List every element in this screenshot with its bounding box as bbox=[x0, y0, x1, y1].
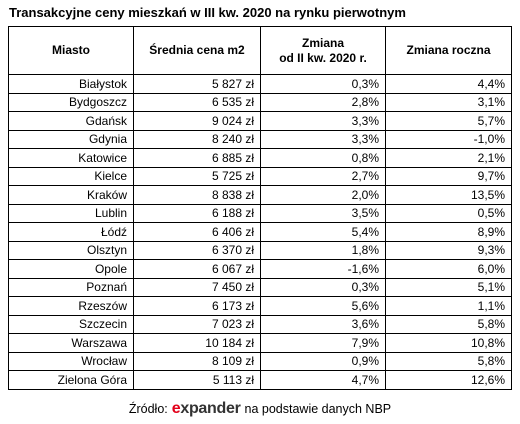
table-cell: 4,4% bbox=[385, 74, 512, 94]
table-cell: 5,6% bbox=[260, 296, 386, 316]
table-cell: Zielona Góra bbox=[8, 370, 134, 390]
source-label: Źródło: bbox=[128, 402, 168, 416]
table-cell: 5,1% bbox=[385, 277, 512, 297]
table-cell: 3,6% bbox=[260, 314, 386, 334]
table-cell: 9,7% bbox=[385, 166, 512, 186]
table-cell: 10,8% bbox=[385, 333, 512, 353]
table-cell: -1,6% bbox=[260, 259, 386, 279]
table-cell: 6 067 zł bbox=[133, 259, 261, 279]
header-cell: Zmiana od II kw. 2020 r. bbox=[260, 26, 386, 75]
table-cell: Olsztyn bbox=[8, 240, 134, 260]
table-cell: 7 023 zł bbox=[133, 314, 261, 334]
table-row: Gdańsk 9 024 zł 3,3% 5,7% bbox=[8, 111, 512, 131]
logo: expander bbox=[171, 400, 241, 417]
table-row: Białystok 5 827 zł 0,3% 4,4% bbox=[8, 74, 512, 94]
table-cell: 4,7% bbox=[260, 370, 386, 390]
table-cell: 6 885 zł bbox=[133, 148, 261, 168]
table-cell: 5,8% bbox=[385, 314, 512, 334]
table-cell: 5 725 zł bbox=[133, 166, 261, 186]
table-cell: 5,4% bbox=[260, 222, 386, 242]
table-header: Miasto Średnia cena m2 Zmiana od II kw. 20… bbox=[8, 26, 512, 75]
table-cell: 7,9% bbox=[260, 333, 386, 353]
table-row: Bydgoszcz 6 535 zł 2,8% 3,1% bbox=[8, 92, 512, 112]
table-cell: 6 535 zł bbox=[133, 92, 261, 112]
table-cell: Rzeszów bbox=[8, 296, 134, 316]
price-table: Miasto Średnia cena m2 Zmiana od II kw. 20… bbox=[8, 26, 512, 390]
table-cell: 2,7% bbox=[260, 166, 386, 186]
table-cell: Lublin bbox=[8, 203, 134, 223]
table-cell: 13,5% bbox=[385, 185, 512, 205]
table-cell: 6 370 zł bbox=[133, 240, 261, 260]
table-cell: 6 406 zł bbox=[133, 222, 261, 242]
table-cell: 12,6% bbox=[385, 370, 512, 390]
table-cell: 0,3% bbox=[260, 74, 386, 94]
table-cell: Warszawa bbox=[8, 333, 134, 353]
table-cell: 2,0% bbox=[260, 185, 386, 205]
table-row: Rzeszów 6 173 zł 5,6% 1,1% bbox=[8, 296, 512, 316]
table-cell: 5,7% bbox=[385, 111, 512, 131]
table-body: Białystok 5 827 zł 0,3% 4,4% Bydgoszcz 6 535 … bbox=[8, 74, 512, 390]
table-cell: 3,3% bbox=[260, 129, 386, 149]
table-cell: Gdańsk bbox=[8, 111, 134, 131]
header-cell: Zmiana roczna bbox=[385, 26, 512, 75]
header-cell: Średnia cena m2 bbox=[133, 26, 261, 75]
header-cell: Miasto bbox=[8, 26, 134, 75]
table-cell: 1,1% bbox=[385, 296, 512, 316]
table-row: Łódź 6 406 zł 5,4% 8,9% bbox=[8, 222, 512, 242]
table-cell: 1,8% bbox=[260, 240, 386, 260]
table-cell: 5 113 zł bbox=[133, 370, 261, 390]
table-cell: 7 450 zł bbox=[133, 277, 261, 297]
table-cell: 0,8% bbox=[260, 148, 386, 168]
table-cell: 5 827 zł bbox=[133, 74, 261, 94]
table-cell: 8,9% bbox=[385, 222, 512, 242]
table-cell: 8 240 zł bbox=[133, 129, 261, 149]
table-cell: 10 184 zł bbox=[133, 333, 261, 353]
table-cell: 8 109 zł bbox=[133, 351, 261, 371]
table-row: Opole 6 067 zł -1,6% 6,0% bbox=[8, 259, 512, 279]
table-cell: 0,9% bbox=[260, 351, 386, 371]
table-cell: 2,8% bbox=[260, 92, 386, 112]
table-row: Kraków 8 838 zł 2,0% 13,5% bbox=[8, 185, 512, 205]
header-row: Miasto Średnia cena m2 Zmiana od II kw. 20… bbox=[8, 26, 512, 75]
table-cell: -1,0% bbox=[385, 129, 512, 149]
table-row: Szczecin 7 023 zł 3,6% 5,8% bbox=[8, 314, 512, 334]
table-cell: 6 173 zł bbox=[133, 296, 261, 316]
table-row: Kielce 5 725 zł 2,7% 9,7% bbox=[8, 166, 512, 186]
title: Transakcyjne ceny mieszkań w III kw. 202… bbox=[9, 5, 406, 20]
table-row: Gdynia 8 240 zł 3,3% -1,0% bbox=[8, 129, 512, 149]
table-cell: 0,3% bbox=[260, 277, 386, 297]
table-cell: 8 838 zł bbox=[133, 185, 261, 205]
table-cell: 9,3% bbox=[385, 240, 512, 260]
table-cell: Szczecin bbox=[8, 314, 134, 334]
table-cell: Poznań bbox=[8, 277, 134, 297]
table-cell: 9 024 zł bbox=[133, 111, 261, 131]
table-cell: 2,1% bbox=[385, 148, 512, 168]
table-cell: 6,0% bbox=[385, 259, 512, 279]
table-cell: 0,5% bbox=[385, 203, 512, 223]
table-cell: Gdynia bbox=[8, 129, 134, 149]
table-row: Zielona Góra 5 113 zł 4,7% 12,6% bbox=[8, 370, 512, 390]
table-cell: 3,1% bbox=[385, 92, 512, 112]
table-cell: 6 188 zł bbox=[133, 203, 261, 223]
table-cell: Opole bbox=[8, 259, 134, 279]
table-row: Lublin 6 188 zł 3,5% 0,5% bbox=[8, 203, 512, 223]
table-cell: 3,3% bbox=[260, 111, 386, 131]
table-cell: 3,5% bbox=[260, 203, 386, 223]
table-cell: Kielce bbox=[8, 166, 134, 186]
table-cell: Białystok bbox=[8, 74, 134, 94]
table-row: Wrocław 8 109 zł 0,9% 5,8% bbox=[8, 351, 512, 371]
table-cell: Kraków bbox=[8, 185, 134, 205]
table-row: Katowice 6 885 zł 0,8% 2,1% bbox=[8, 148, 512, 168]
table-row: Warszawa 10 184 zł 7,9% 10,8% bbox=[8, 333, 512, 353]
table-cell: Katowice bbox=[8, 148, 134, 168]
table-row: Poznań 7 450 zł 0,3% 5,1% bbox=[8, 277, 512, 297]
table-cell: Bydgoszcz bbox=[8, 92, 134, 112]
table-row: Olsztyn 6 370 zł 1,8% 9,3% bbox=[8, 240, 512, 260]
footer: Źródło: expander na podstawie danych NBP bbox=[0, 400, 520, 418]
source-note: na podstawie danych NBP bbox=[244, 402, 392, 416]
table-cell: 5,8% bbox=[385, 351, 512, 371]
table-cell: Łódź bbox=[8, 222, 134, 242]
table-cell: Wrocław bbox=[8, 351, 134, 371]
